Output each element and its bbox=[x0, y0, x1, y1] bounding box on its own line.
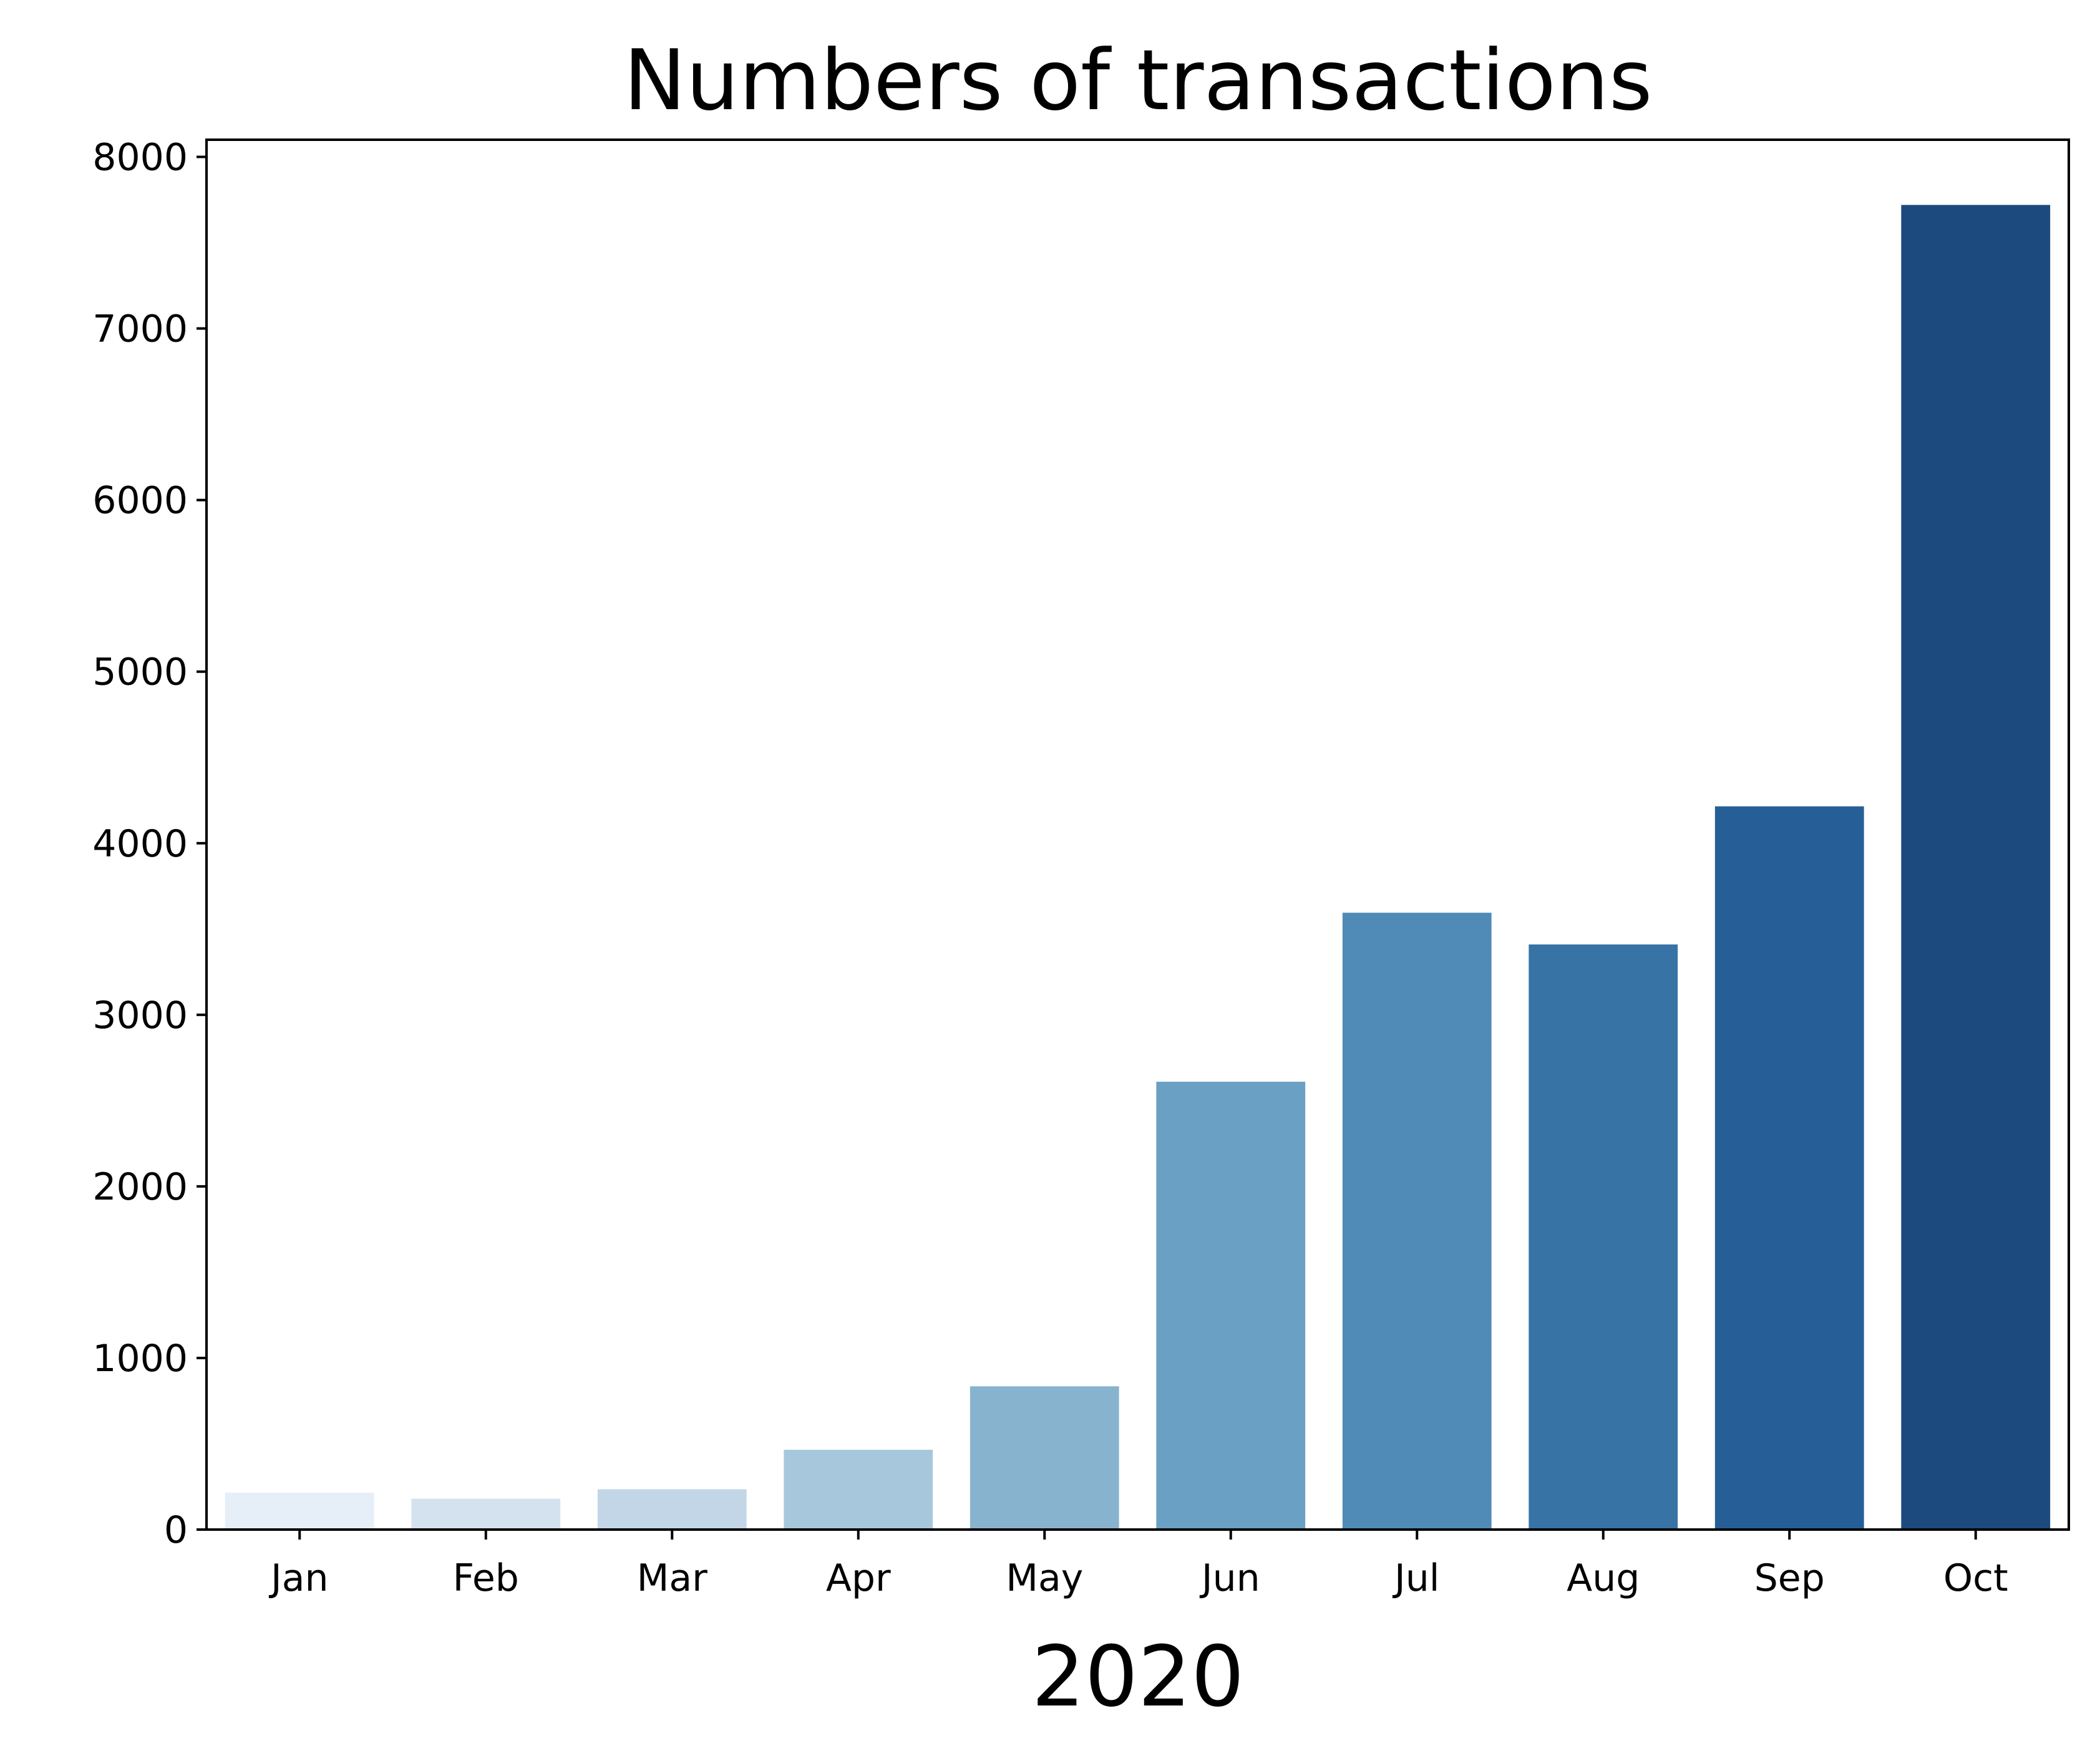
bar-mar bbox=[597, 1489, 747, 1530]
x-tick-label: May bbox=[1006, 1556, 1083, 1600]
y-tick-label: 5000 bbox=[92, 651, 188, 694]
x-tick-label: Oct bbox=[1943, 1556, 2008, 1600]
x-tick-label: Aug bbox=[1567, 1556, 1640, 1600]
bar-feb bbox=[411, 1498, 561, 1530]
x-axis-label: 2020 bbox=[1031, 1628, 1244, 1725]
bars-group bbox=[225, 205, 2051, 1530]
y-tick-label: 3000 bbox=[92, 994, 188, 1037]
chart-title: Numbers of transactions bbox=[623, 32, 1652, 129]
x-tick-label: Mar bbox=[637, 1556, 708, 1600]
x-axis-ticks: Jan Feb Mar Apr May Jun Jul Aug Sep Oct bbox=[268, 1530, 2008, 1600]
y-tick-label: 4000 bbox=[92, 822, 188, 866]
x-tick-label: Jan bbox=[268, 1556, 329, 1600]
bar-jan bbox=[225, 1492, 374, 1530]
y-tick-label: 6000 bbox=[92, 479, 188, 523]
bar-apr bbox=[784, 1450, 933, 1530]
y-axis-ticks: 0 1000 2000 3000 4000 5000 6000 7000 8000 bbox=[92, 136, 207, 1552]
bar-may bbox=[970, 1386, 1119, 1530]
y-tick-label: 8000 bbox=[92, 136, 188, 180]
bar-aug bbox=[1529, 944, 1678, 1530]
bar-sep bbox=[1714, 806, 1864, 1530]
y-tick-label: 2000 bbox=[92, 1165, 188, 1209]
bar-jul bbox=[1342, 913, 1492, 1530]
x-tick-label: Feb bbox=[453, 1556, 519, 1600]
plot-frame bbox=[205, 138, 2070, 1531]
y-tick-label: 7000 bbox=[92, 308, 188, 351]
x-tick-label: Jul bbox=[1392, 1556, 1439, 1600]
bar-oct bbox=[1901, 205, 2051, 1530]
y-tick-label: 1000 bbox=[92, 1337, 188, 1380]
y-tick-label: 0 bbox=[164, 1508, 188, 1552]
x-tick-label: Apr bbox=[826, 1556, 891, 1600]
bar-jun bbox=[1156, 1082, 1306, 1530]
x-tick-label: Sep bbox=[1754, 1556, 1825, 1600]
x-tick-label: Jun bbox=[1199, 1556, 1260, 1600]
